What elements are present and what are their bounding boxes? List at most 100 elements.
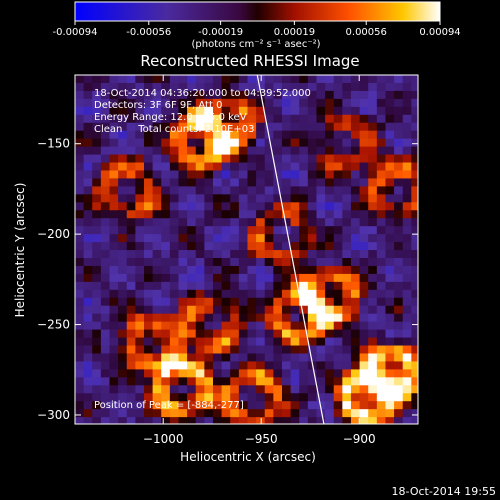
heatmap-cell [126,202,136,211]
heatmap-cell [100,130,110,140]
heatmap-cell [359,98,369,108]
heatmap-cell [385,273,395,283]
heatmap-cell [385,313,395,323]
heatmap-cell [299,82,309,92]
heatmap-cell [195,273,205,283]
heatmap-cell [368,186,378,195]
heatmap-cell [187,98,197,108]
heatmap-cell [290,369,300,378]
heatmap-cell [169,321,179,331]
heatmap-cell [307,409,317,418]
heatmap-cell [152,178,162,187]
heatmap-cell [187,218,197,227]
heatmap-cell [325,90,335,100]
heatmap-cell [359,114,369,124]
heatmap-cell [394,162,404,171]
heatmap-cell [307,377,317,386]
heatmap-cell [273,305,283,315]
heatmap-cell [368,234,378,243]
heatmap-cell [402,345,412,354]
heatmap-cell [161,170,171,179]
heatmap-cell [161,313,171,323]
heatmap-cell [83,250,93,259]
heatmap-cell [169,210,179,219]
heatmap-cell [394,321,404,331]
heatmap-cell [333,337,343,346]
heatmap-cell [299,186,309,195]
heatmap-cell [212,75,223,84]
heatmap-cell [368,257,378,267]
heatmap-cell [281,281,292,291]
heatmap-cell [161,289,171,299]
heatmap-cell [152,313,162,323]
heatmap-cell [368,385,378,394]
heatmap-cell [402,329,412,339]
heatmap-cell [394,329,404,339]
heatmap-cell [350,289,361,299]
heatmap-cell [75,226,85,235]
heatmap-cell [118,210,128,219]
heatmap-cell [411,154,418,163]
heatmap-cell [204,321,214,331]
heatmap-cell [100,401,110,410]
heatmap-cell [169,186,179,195]
heatmap-cell [273,226,283,235]
heatmap-cell [100,146,110,156]
heatmap-cell [333,98,343,108]
heatmap-cell [204,210,214,219]
heatmap-cell [333,170,343,179]
heatmap-cell [212,297,223,307]
heatmap-cell [75,313,85,323]
heatmap-cell [316,98,326,108]
heatmap-cell [195,146,205,156]
heatmap-cell [152,273,162,283]
heatmap-cell [247,226,257,235]
heatmap-cell [307,353,317,362]
heatmap-cell [316,345,326,354]
heatmap-cell [359,162,369,171]
heatmap-cell [333,194,343,203]
heatmap-cell [307,218,317,227]
heatmap-cell [273,385,283,394]
heatmap-cell [178,186,188,195]
heatmap-cell [325,226,335,235]
heatmap-cell [402,170,412,179]
heatmap-cell [169,393,179,402]
heatmap-cell [247,305,257,315]
heatmap-cell [411,305,418,315]
heatmap-cell [135,409,145,418]
heatmap-cell [333,265,343,275]
heatmap-cell [316,114,326,124]
heatmap-cell [307,242,317,251]
heatmap-cell [204,305,214,315]
heatmap-cell [299,345,309,354]
heatmap-cell [230,313,240,323]
heatmap-cell [316,409,326,418]
heatmap-cell [394,353,404,362]
heatmap-cell [221,170,231,179]
heatmap-cell [143,146,154,156]
heatmap-cell [411,122,418,132]
heatmap-cell [83,385,93,394]
heatmap-cell [402,218,412,227]
heatmap-cell [204,146,214,156]
heatmap-cell [325,130,335,140]
heatmap-cell [118,289,128,299]
heatmap-cell [290,194,300,203]
heatmap-cell [394,250,404,259]
heatmap-cell [316,257,326,267]
heatmap-cell [368,273,378,283]
heatmap-cell [350,305,361,315]
heatmap-cell [411,353,418,362]
heatmap-cell [411,75,418,84]
heatmap-cell [169,162,179,171]
heatmap-cell [92,281,102,291]
heatmap-cell [143,98,154,108]
heatmap-cell [92,257,102,267]
heatmap-cell [100,289,110,299]
heatmap-cell [212,337,223,346]
heatmap-cell [359,273,369,283]
heatmap-cell [247,417,257,424]
heatmap-cell [230,377,240,386]
heatmap-cell [273,202,283,211]
